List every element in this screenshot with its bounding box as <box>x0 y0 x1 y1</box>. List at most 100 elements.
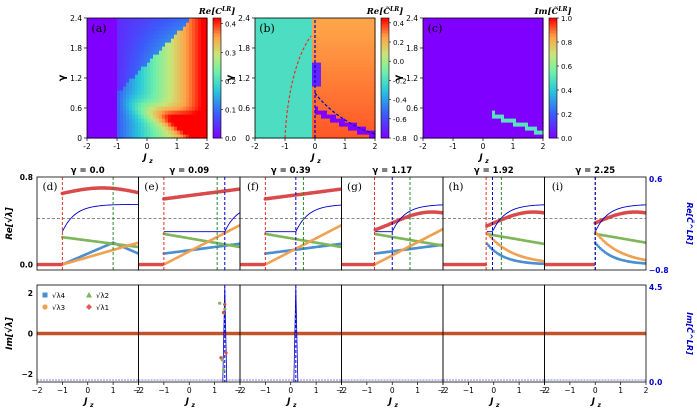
heatmap-cell <box>288 134 292 139</box>
heatmap-cell <box>441 86 445 91</box>
heatmap-cell <box>189 50 193 55</box>
heatmap-cell <box>297 122 301 127</box>
heatmap-cell <box>459 130 463 135</box>
heatmap-cell <box>450 118 454 123</box>
heatmap-cell <box>369 106 373 111</box>
heatmap-cell <box>516 94 520 99</box>
heatmap-cell <box>123 78 127 83</box>
heatmap-cell <box>348 66 352 71</box>
heatmap-cell <box>93 122 97 127</box>
heatmap-cell <box>270 98 274 103</box>
heatmap-cell <box>474 34 478 39</box>
heatmap-cell <box>264 118 268 123</box>
heatmap-cell <box>279 90 283 95</box>
heatmap-cell <box>195 26 199 31</box>
heatmap-cell <box>282 26 286 31</box>
heatmap-cell <box>498 86 502 91</box>
heatmap-cell <box>471 22 475 27</box>
heatmap-cell <box>306 122 310 127</box>
heatmap-cell <box>264 114 268 119</box>
heatmap-cell <box>348 98 352 103</box>
heatmap-cell <box>522 78 526 83</box>
heatmap-cell <box>93 46 97 51</box>
heatmap-cell <box>357 62 361 67</box>
heatmap-cell <box>165 74 169 79</box>
heatmap-cell <box>153 82 157 87</box>
heatmap-cell <box>453 58 457 63</box>
heatmap-cell <box>159 126 163 131</box>
heatmap-cell <box>156 98 160 103</box>
heatmap-cell <box>102 30 106 35</box>
heatmap-cell <box>120 70 124 75</box>
heatmap-cell <box>504 34 508 39</box>
heatmap-cell <box>276 54 280 59</box>
colorbar-segment <box>381 126 389 130</box>
heatmap-cell <box>255 70 259 75</box>
heatmap-cell <box>114 130 118 135</box>
heatmap-cell <box>180 74 184 79</box>
heatmap-cell <box>465 30 469 35</box>
heatmap-cell <box>120 58 124 63</box>
heatmap-cell <box>255 106 259 111</box>
heatmap-cell <box>339 38 343 43</box>
heatmap-cell <box>348 122 352 127</box>
heatmap-cell <box>471 78 475 83</box>
heatmap-cell <box>369 38 373 43</box>
heatmap-cell <box>369 126 373 131</box>
heatmap-cell <box>165 50 169 55</box>
heatmap-cell <box>189 30 193 35</box>
heatmap-cell <box>144 42 148 47</box>
heatmap-cell <box>468 58 472 63</box>
heatmap-cell <box>459 38 463 43</box>
heatmap-cell <box>369 22 373 27</box>
heatmap-cell <box>432 102 436 107</box>
heatmap-cell <box>495 38 499 43</box>
heatmap-cell <box>123 22 127 27</box>
colorbar-segment <box>213 120 221 124</box>
heatmap-cell <box>291 62 295 67</box>
heatmap-cell <box>111 22 115 27</box>
heatmap-cell <box>153 106 157 111</box>
heatmap-cell <box>351 18 355 23</box>
heatmap-cell <box>483 46 487 51</box>
heatmap-cell <box>273 82 277 87</box>
heatmap-cell <box>87 114 91 119</box>
heatmap-cell <box>438 118 442 123</box>
heatmap-cell <box>156 94 160 99</box>
heatmap-cell <box>174 114 178 119</box>
heatmap-cell <box>513 46 517 51</box>
heatmap-cell <box>192 38 196 43</box>
heatmap-cell <box>261 118 265 123</box>
heatmap-cell <box>528 22 532 27</box>
heatmap-cell <box>513 86 517 91</box>
upper-plot <box>443 177 545 270</box>
heatmap-cell <box>117 98 121 103</box>
heatmap-cell <box>111 62 115 67</box>
heatmap-cell <box>312 50 316 55</box>
heatmap-cell <box>342 18 346 23</box>
heatmap-cell <box>186 78 190 83</box>
heatmap-cell <box>147 70 151 75</box>
heatmap-cell <box>132 134 136 139</box>
heatmap-cell <box>111 26 115 31</box>
heatmap-cell <box>459 58 463 63</box>
heatmap-cell <box>120 74 124 79</box>
heatmap-cell <box>285 66 289 71</box>
heatmap-cell <box>339 30 343 35</box>
heatmap-cell <box>105 66 109 71</box>
heatmap-cell <box>255 134 259 139</box>
heatmap-cell <box>159 26 163 31</box>
heatmap-cell <box>285 34 289 39</box>
heatmap-cell <box>486 46 490 51</box>
heatmap-cell <box>429 106 433 111</box>
heatmap-cell <box>363 50 367 55</box>
heatmap-cell <box>189 70 193 75</box>
heatmap-cell <box>474 94 478 99</box>
heatmap-cell <box>327 114 331 119</box>
heatmap-cell <box>537 82 541 87</box>
heatmap-cell <box>369 118 373 123</box>
heatmap-cell <box>105 126 109 131</box>
heatmap-cell <box>534 46 538 51</box>
heatmap-cell <box>108 106 112 111</box>
heatmap-cell <box>126 102 130 107</box>
